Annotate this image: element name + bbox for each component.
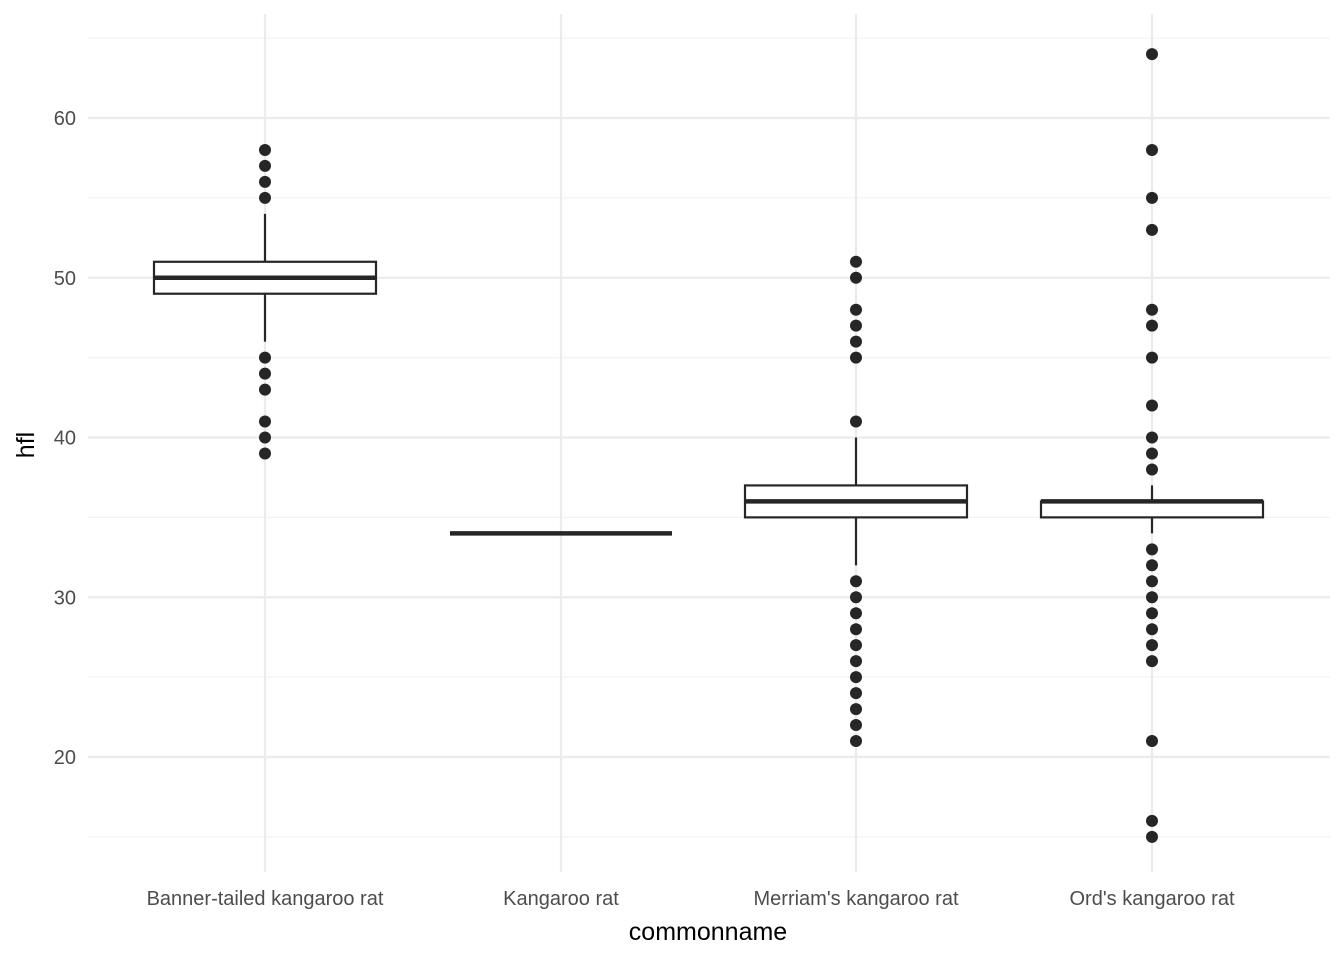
outlier-point bbox=[850, 703, 862, 716]
y-axis-ticks: 20 30 40 50 60 bbox=[54, 108, 76, 769]
outlier-point bbox=[850, 655, 862, 668]
outlier-point bbox=[850, 335, 862, 348]
outlier-point bbox=[850, 719, 862, 732]
x-tick-label: Banner-tailed kangaroo rat bbox=[147, 888, 384, 910]
outlier-point bbox=[1146, 431, 1158, 444]
outlier-point bbox=[1146, 607, 1158, 620]
box bbox=[1039, 500, 1265, 519]
outlier-point bbox=[259, 191, 271, 204]
outlier-point bbox=[1146, 623, 1158, 636]
outlier-point bbox=[850, 639, 862, 652]
x-axis-title: commonname bbox=[629, 918, 787, 946]
y-axis-title: hfl bbox=[12, 432, 40, 458]
outlier-point bbox=[1146, 639, 1158, 652]
box-group bbox=[152, 143, 378, 460]
outlier-point bbox=[1146, 591, 1158, 604]
outlier-point bbox=[259, 383, 271, 396]
y-tick-label: 40 bbox=[54, 428, 76, 450]
x-axis-ticks: Banner-tailed kangaroo rat Kangaroo rat Me… bbox=[147, 888, 1235, 910]
outlier-point bbox=[1146, 399, 1158, 412]
outlier-point bbox=[850, 303, 862, 316]
outlier-point bbox=[1146, 351, 1158, 364]
outlier-point bbox=[850, 735, 862, 748]
outlier-point bbox=[850, 623, 862, 636]
y-tick-label: 50 bbox=[54, 268, 76, 290]
outlier-point bbox=[850, 575, 862, 588]
outlier-point bbox=[1146, 735, 1158, 748]
outlier-point bbox=[850, 607, 862, 620]
outlier-point bbox=[1146, 143, 1158, 156]
outlier-point bbox=[1146, 191, 1158, 204]
outlier-point bbox=[1146, 830, 1158, 843]
outlier-point bbox=[850, 591, 862, 604]
outlier-point bbox=[1146, 48, 1158, 61]
outlier-point bbox=[1146, 223, 1158, 236]
grid bbox=[88, 14, 1330, 872]
outlier-point bbox=[1146, 447, 1158, 460]
outlier-point bbox=[259, 431, 271, 444]
outlier-point bbox=[1146, 543, 1158, 556]
x-tick-label: Merriam's kangaroo rat bbox=[754, 888, 959, 910]
boxes bbox=[152, 48, 1265, 843]
outlier-point bbox=[850, 271, 862, 284]
outlier-point bbox=[850, 687, 862, 700]
outlier-point bbox=[1146, 575, 1158, 588]
y-tick-label: 60 bbox=[54, 108, 76, 130]
outlier-point bbox=[259, 175, 271, 188]
outlier-point bbox=[850, 255, 862, 268]
box-group bbox=[743, 255, 969, 748]
outlier-point bbox=[1146, 814, 1158, 827]
outlier-point bbox=[259, 143, 271, 156]
outlier-point bbox=[1146, 655, 1158, 668]
outlier-point bbox=[1146, 319, 1158, 332]
x-tick-label: Kangaroo rat bbox=[503, 888, 619, 910]
outlier-point bbox=[1146, 303, 1158, 316]
outlier-point bbox=[259, 415, 271, 428]
outlier-point bbox=[850, 319, 862, 332]
outlier-point bbox=[259, 159, 271, 172]
x-tick-label: Ord's kangaroo rat bbox=[1069, 888, 1234, 910]
outlier-point bbox=[850, 351, 862, 364]
outlier-point bbox=[850, 671, 862, 684]
outlier-point bbox=[259, 351, 271, 364]
outlier-point bbox=[1146, 559, 1158, 572]
box-group bbox=[1039, 48, 1265, 843]
outlier-point bbox=[1146, 463, 1158, 476]
y-tick-label: 30 bbox=[54, 587, 76, 609]
y-tick-label: 20 bbox=[54, 747, 76, 769]
outlier-point bbox=[850, 415, 862, 428]
outlier-point bbox=[259, 367, 271, 380]
outlier-point bbox=[259, 447, 271, 460]
